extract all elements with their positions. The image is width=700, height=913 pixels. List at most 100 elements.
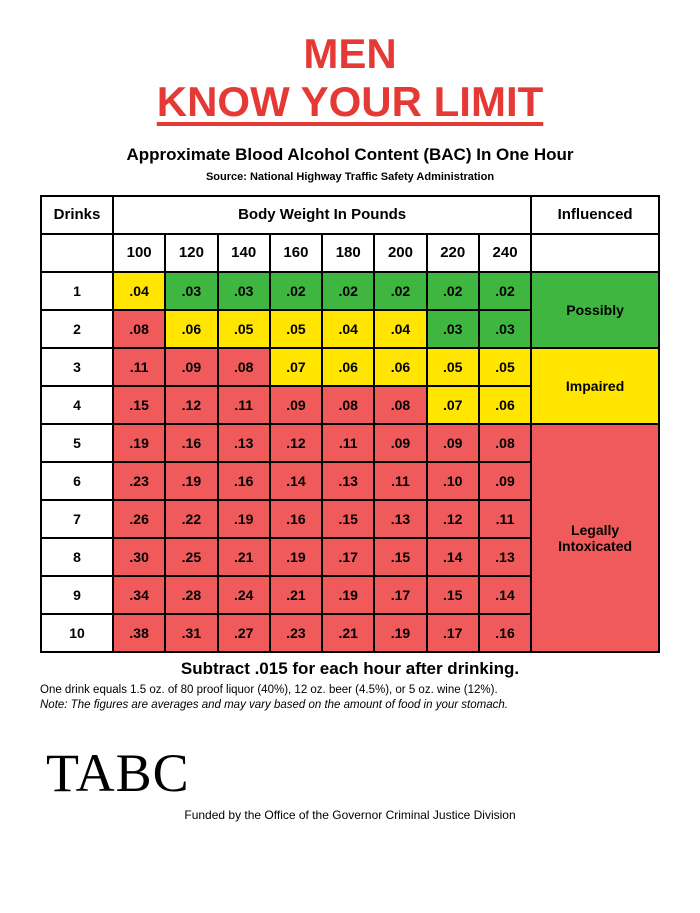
bac-cell: .34 <box>113 576 165 614</box>
blank-header <box>531 234 659 272</box>
bac-cell: .19 <box>322 576 374 614</box>
bac-cell: .13 <box>322 462 374 500</box>
weight-col: 140 <box>218 234 270 272</box>
drinks-cell: 6 <box>41 462 113 500</box>
bac-cell: .12 <box>165 386 217 424</box>
bac-cell: .04 <box>322 310 374 348</box>
bac-cell: .13 <box>479 538 531 576</box>
bac-cell: .19 <box>113 424 165 462</box>
weight-col: 200 <box>374 234 426 272</box>
bac-cell: .02 <box>374 272 426 310</box>
bac-cell: .09 <box>479 462 531 500</box>
note-line: Note: The figures are averages and may v… <box>40 699 508 711</box>
bac-cell: .19 <box>270 538 322 576</box>
tabc-logo: TABC <box>46 742 660 804</box>
drinks-cell: 4 <box>41 386 113 424</box>
blank-header <box>41 234 113 272</box>
bac-cell: .07 <box>270 348 322 386</box>
bac-cell: .13 <box>218 424 270 462</box>
bac-cell: .05 <box>479 348 531 386</box>
bac-cell: .06 <box>165 310 217 348</box>
table-row: 3.11.09.08.07.06.06.05.05Impaired <box>41 348 659 386</box>
bac-cell: .14 <box>427 538 479 576</box>
bac-cell: .16 <box>165 424 217 462</box>
bac-cell: .02 <box>479 272 531 310</box>
bac-cell: .17 <box>374 576 426 614</box>
bac-cell: .04 <box>113 272 165 310</box>
bac-cell: .12 <box>427 500 479 538</box>
bac-cell: .06 <box>479 386 531 424</box>
bac-cell: .11 <box>322 424 374 462</box>
header-row-2: 100 120 140 160 180 200 220 240 <box>41 234 659 272</box>
bac-cell: .23 <box>113 462 165 500</box>
bac-cell: .28 <box>165 576 217 614</box>
weight-col: 160 <box>270 234 322 272</box>
bac-cell: .38 <box>113 614 165 652</box>
bac-cell: .21 <box>270 576 322 614</box>
drinks-cell: 7 <box>41 500 113 538</box>
bac-cell: .03 <box>427 310 479 348</box>
fine-print: One drink equals 1.5 oz. of 80 proof liq… <box>40 683 660 714</box>
bac-cell: .08 <box>113 310 165 348</box>
bac-cell: .09 <box>374 424 426 462</box>
header-row-1: Drinks Body Weight In Pounds Influenced <box>41 196 659 234</box>
bac-cell: .03 <box>165 272 217 310</box>
drinks-cell: 8 <box>41 538 113 576</box>
bac-cell: .09 <box>427 424 479 462</box>
bac-cell: .15 <box>427 576 479 614</box>
main-title: MEN KNOW YOUR LIMIT <box>40 30 660 127</box>
bac-cell: .12 <box>270 424 322 462</box>
bac-cell: .09 <box>270 386 322 424</box>
bac-cell: .15 <box>322 500 374 538</box>
bac-cell: .24 <box>218 576 270 614</box>
weight-col: 180 <box>322 234 374 272</box>
bac-cell: .05 <box>270 310 322 348</box>
weight-col: 100 <box>113 234 165 272</box>
bac-cell: .06 <box>322 348 374 386</box>
bac-cell: .08 <box>374 386 426 424</box>
bac-cell: .09 <box>165 348 217 386</box>
category-cell: Impaired <box>531 348 659 424</box>
bac-cell: .17 <box>322 538 374 576</box>
bac-cell: .25 <box>165 538 217 576</box>
bac-cell: .31 <box>165 614 217 652</box>
bac-cell: .02 <box>427 272 479 310</box>
bac-cell: .10 <box>427 462 479 500</box>
bac-cell: .08 <box>322 386 374 424</box>
bac-cell: .27 <box>218 614 270 652</box>
bac-cell: .19 <box>218 500 270 538</box>
bac-cell: .08 <box>218 348 270 386</box>
bac-cell: .11 <box>113 348 165 386</box>
bac-table: Drinks Body Weight In Pounds Influenced … <box>40 195 660 653</box>
bac-cell: .14 <box>270 462 322 500</box>
bac-cell: .05 <box>427 348 479 386</box>
funded-line: Funded by the Office of the Governor Cri… <box>40 808 660 822</box>
bac-cell: .03 <box>479 310 531 348</box>
bac-cell: .26 <box>113 500 165 538</box>
title-line1: MEN <box>40 30 660 78</box>
bac-cell: .19 <box>374 614 426 652</box>
bac-cell: .13 <box>374 500 426 538</box>
bac-cell: .17 <box>427 614 479 652</box>
title-line2: KNOW YOUR LIMIT <box>40 78 660 126</box>
bac-cell: .15 <box>374 538 426 576</box>
bac-cell: .15 <box>113 386 165 424</box>
category-cell: Possibly <box>531 272 659 348</box>
bac-cell: .16 <box>479 614 531 652</box>
bac-cell: .16 <box>218 462 270 500</box>
bac-cell: .08 <box>479 424 531 462</box>
weight-col: 240 <box>479 234 531 272</box>
bac-cell: .07 <box>427 386 479 424</box>
source-line: Source: National Highway Traffic Safety … <box>40 171 660 183</box>
bac-cell: .06 <box>374 348 426 386</box>
bac-cell: .23 <box>270 614 322 652</box>
bac-cell: .04 <box>374 310 426 348</box>
bac-cell: .30 <box>113 538 165 576</box>
table-row: 5.19.16.13.12.11.09.09.08Legally Intoxic… <box>41 424 659 462</box>
weight-col: 120 <box>165 234 217 272</box>
bac-cell: .21 <box>322 614 374 652</box>
drinks-cell: 1 <box>41 272 113 310</box>
subtract-line: Subtract .015 for each hour after drinki… <box>40 659 660 679</box>
drinks-cell: 2 <box>41 310 113 348</box>
bac-cell: .19 <box>165 462 217 500</box>
